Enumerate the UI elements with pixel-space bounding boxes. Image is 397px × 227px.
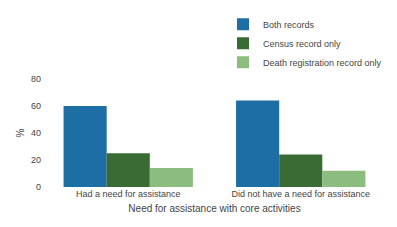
svg-text:Census record only: Census record only [263, 39, 341, 49]
svg-text:20: 20 [31, 155, 41, 165]
svg-text:Need for assistance with core: Need for assistance with core activities [128, 203, 300, 214]
svg-text:Both records: Both records [263, 20, 315, 30]
svg-text:40: 40 [31, 128, 41, 138]
svg-text:Death registration record only: Death registration record only [263, 58, 382, 68]
svg-text:%: % [15, 128, 26, 137]
svg-text:Had a need for assistance: Had a need for assistance [76, 189, 181, 199]
svg-text:60: 60 [31, 101, 41, 111]
svg-text:0: 0 [36, 182, 41, 192]
svg-text:80: 80 [31, 74, 41, 84]
svg-text:Did not have a need for assist: Did not have a need for assistance [231, 189, 370, 199]
